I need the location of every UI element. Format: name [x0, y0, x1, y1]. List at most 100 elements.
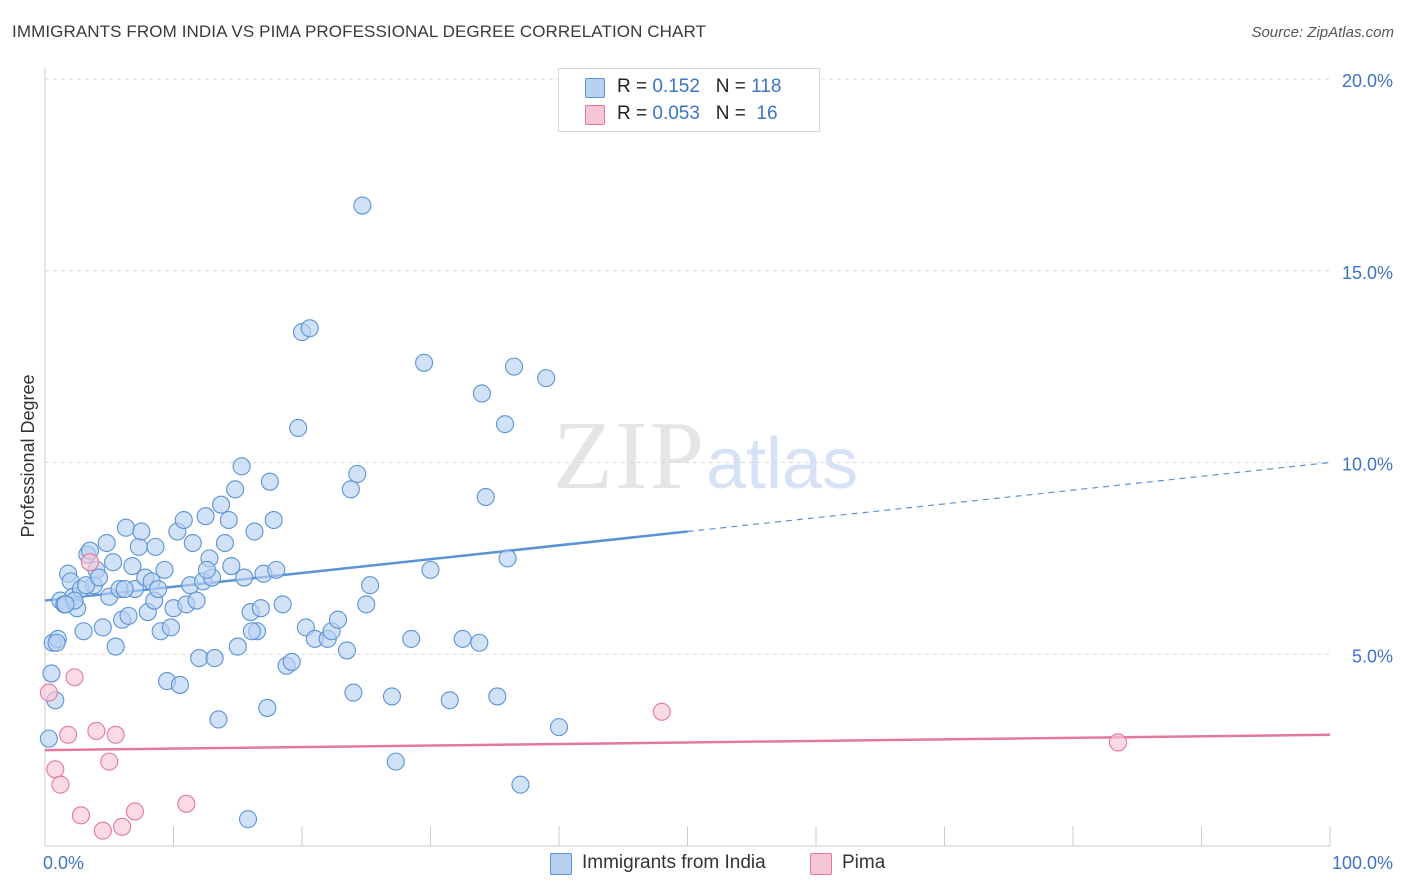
india-point: [264, 510, 283, 530]
y-tick-label: 15.0%: [1342, 263, 1393, 283]
india-point: [415, 353, 434, 372]
y-tick-label: 20.0%: [1342, 71, 1393, 91]
india-point: [222, 556, 241, 576]
watermark-atlas: atlas: [706, 424, 859, 504]
legend-r-label: R =: [617, 76, 653, 97]
india-point: [344, 683, 363, 702]
pima-point: [100, 752, 119, 771]
watermark: ZIPatlas: [553, 400, 858, 512]
india-point: [470, 633, 489, 652]
india-point: [273, 595, 292, 614]
series-swatch-india: [550, 853, 572, 875]
watermark-zip: ZIP: [553, 402, 706, 510]
india-point: [161, 618, 180, 637]
india-point: [337, 641, 357, 660]
india-point: [116, 518, 136, 537]
india-point: [440, 691, 459, 710]
pima-point: [125, 802, 144, 821]
legend-r-value: 0.053: [652, 103, 700, 124]
india-point: [74, 622, 93, 641]
india-point: [549, 718, 569, 737]
india-point: [511, 775, 530, 794]
india-point: [219, 510, 238, 530]
legend-r-label: R =: [617, 103, 653, 124]
india-point: [149, 580, 168, 599]
india-point: [260, 472, 279, 491]
india-point: [504, 357, 524, 376]
pima-point: [80, 553, 100, 572]
source-credit: Source: ZipAtlas.com: [1251, 24, 1394, 41]
series-label-india: Immigrants from India: [582, 852, 766, 873]
india-point: [146, 537, 165, 556]
pima-point: [1108, 733, 1128, 752]
pima-point: [93, 821, 112, 840]
india-point: [155, 560, 174, 579]
pima-point: [71, 806, 91, 825]
legend-swatch-india: [585, 78, 605, 98]
india-point: [453, 629, 472, 648]
chart-title: IMMIGRANTS FROM INDIA VS PIMA PROFESSION…: [12, 22, 707, 41]
india-point: [209, 710, 228, 729]
india-point: [190, 649, 209, 668]
india-point: [226, 480, 245, 499]
india-point: [238, 810, 258, 829]
stats-legend: R = 0.152 N = 118 R = 0.053 N = 16: [558, 68, 820, 132]
india-point: [205, 649, 224, 668]
india-point: [357, 595, 376, 614]
pima-trend-line: [44, 733, 1331, 752]
pima-point: [106, 725, 125, 744]
india-point: [170, 675, 189, 694]
india-point: [228, 637, 247, 656]
legend-text-pima: R = 0.053 N = 16: [617, 103, 778, 125]
india-point: [215, 533, 234, 553]
india-point: [232, 457, 251, 476]
series-swatch-pima: [810, 853, 832, 875]
legend-row-india: R = 0.152 N = 118: [559, 74, 819, 100]
india-point: [341, 480, 360, 499]
india-point: [242, 622, 261, 641]
pima-point: [59, 725, 78, 744]
legend-swatch-pima: [585, 105, 605, 125]
india-point: [495, 415, 515, 434]
pima-point: [65, 668, 84, 687]
india-point: [235, 568, 254, 587]
india-point: [97, 533, 116, 553]
india-point: [498, 549, 517, 568]
india-point: [537, 369, 556, 388]
pima-point: [39, 683, 58, 702]
pima-point: [51, 775, 70, 794]
india-point: [132, 522, 151, 541]
india-point: [174, 510, 193, 530]
india-point: [47, 633, 66, 652]
india-point: [361, 576, 380, 595]
y-axis-title: Professional Degree: [18, 374, 38, 537]
india-point: [106, 637, 125, 656]
y-tick-label: 5.0%: [1352, 646, 1393, 666]
india-point: [211, 495, 231, 514]
india-point: [245, 522, 264, 541]
pima-point: [46, 760, 65, 779]
india-point: [382, 687, 402, 706]
legend-n-label: N =: [715, 76, 752, 97]
legend-n-label: N =: [715, 103, 752, 124]
y-tick-label: 10.0%: [1342, 455, 1393, 475]
tick-labels: 5.0% 10.0% 15.0% 20.0% 0.0% 100.0%: [43, 71, 1393, 873]
pima-point: [113, 817, 132, 836]
india-point: [386, 752, 405, 771]
x-tick-label: 0.0%: [43, 853, 84, 873]
x-tick-label: 100.0%: [1332, 853, 1393, 873]
india-point: [183, 533, 202, 553]
india-point: [476, 487, 495, 507]
india-point: [258, 698, 277, 717]
india-point: [328, 610, 348, 629]
india-point: [89, 568, 109, 587]
india-point: [421, 560, 440, 579]
india-point: [93, 618, 112, 637]
legend-text-india: R = 0.152 N = 118: [617, 76, 781, 98]
india-point: [353, 196, 372, 215]
pima-point: [87, 721, 106, 741]
india-point: [348, 464, 367, 484]
india-point: [115, 580, 134, 599]
data-points: [39, 196, 1128, 840]
